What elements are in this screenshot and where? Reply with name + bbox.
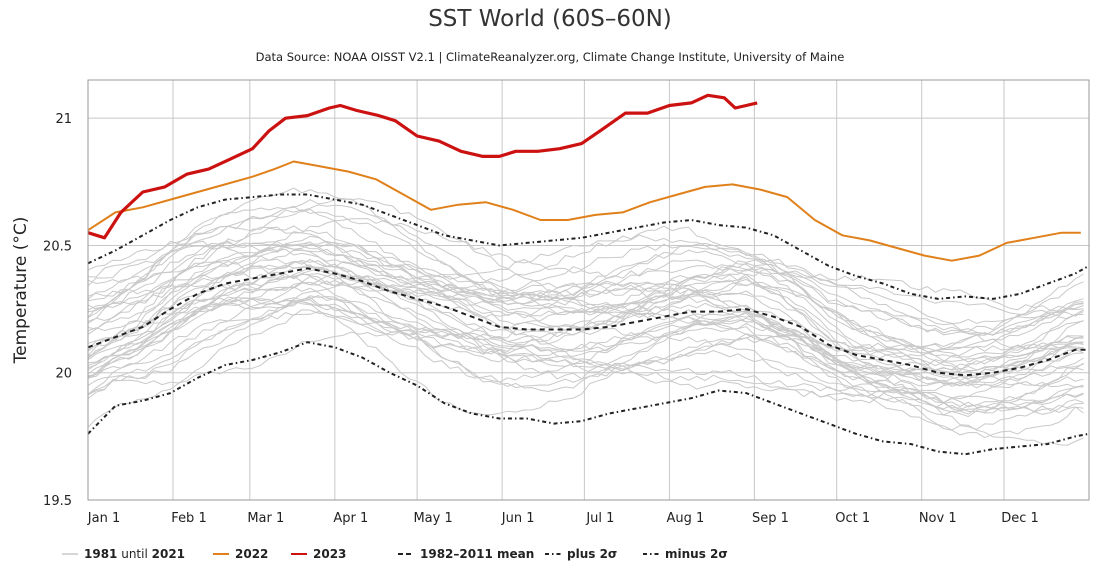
legend-label[interactable]: plus 2σ [567, 547, 617, 561]
history-year-line [87, 204, 1084, 387]
history-year-line [87, 261, 1084, 382]
y-tick-label: 21 [55, 112, 72, 127]
history-year-line [87, 234, 1084, 317]
x-tick-label: Mar 1 [247, 511, 284, 526]
series-line [87, 93, 758, 240]
y-tick-label: 20 [55, 367, 72, 382]
series-line [87, 193, 1090, 300]
x-tick-label: Oct 1 [835, 511, 870, 526]
x-tick-label: Feb 1 [171, 511, 206, 526]
x-tick-label: Jun 1 [501, 511, 535, 526]
series-line [87, 341, 1090, 456]
grid-lines [87, 80, 1089, 501]
legend-label[interactable]: 2023 [313, 547, 346, 561]
history-year-line [87, 281, 1084, 439]
history-year-line [87, 296, 1084, 388]
y-axis-label: Temperature (°C) [11, 217, 31, 365]
history-series [87, 187, 1084, 446]
legend-label[interactable]: minus 2σ [665, 547, 728, 561]
history-year-line [87, 295, 1084, 411]
x-tick-label: Nov 1 [919, 511, 957, 526]
x-tick-label: Jan 1 [87, 511, 120, 526]
history-year-line [87, 244, 1084, 378]
history-year-line [87, 235, 1084, 404]
y-tick-label: 20.5 [43, 239, 72, 254]
history-year-line [87, 283, 1084, 355]
history-year-line [87, 205, 1084, 370]
history-year-line [87, 258, 1084, 345]
history-year-line [87, 294, 1084, 418]
x-tick-label: Sep 1 [752, 511, 789, 526]
history-year-line [87, 241, 1084, 326]
plot-border [87, 79, 1090, 501]
history-year-line [87, 187, 1084, 350]
history-year-line [87, 259, 1084, 387]
x-tick-label: May 1 [413, 511, 452, 526]
x-tick-label: Dec 1 [1001, 511, 1039, 526]
x-tick-label: Aug 1 [667, 511, 705, 526]
history-year-line [87, 225, 1084, 387]
x-tick-label: Apr 1 [333, 511, 368, 526]
history-year-line [87, 300, 1084, 412]
history-year-line [87, 225, 1084, 362]
legend: 1981 until 2021 2022 2023 1982–2011 mean plu… [62, 547, 728, 561]
series-line [87, 160, 1081, 262]
chart-title: SST World (60S–60N) [428, 6, 672, 32]
legend-label[interactable]: 1981 until 2021 [84, 547, 185, 561]
history-year-line [87, 259, 1084, 382]
series-line [87, 267, 1089, 377]
y-tick-label: 19.5 [43, 494, 72, 509]
history-year-line [87, 209, 1084, 334]
history-year-line [87, 218, 1084, 384]
history-year-line [87, 267, 1084, 416]
highlight-series [87, 93, 1090, 456]
plot-frame [87, 79, 1090, 501]
axis-labels: 19.5 20 20.5 21 Jan 1 Feb 1 Mar 1 Apr 1 May 1 Jun… [11, 112, 1039, 526]
history-year-line [87, 240, 1084, 312]
history-year-line [87, 329, 1084, 446]
x-tick-label: Jul 1 [585, 511, 614, 526]
chart-subtitle: Data Source: NOAA OISST V2.1 | ClimateRe… [255, 50, 845, 64]
legend-label[interactable]: 2022 [235, 547, 268, 561]
history-year-line [87, 268, 1084, 350]
legend-label[interactable]: 1982–2011 mean [420, 547, 534, 561]
